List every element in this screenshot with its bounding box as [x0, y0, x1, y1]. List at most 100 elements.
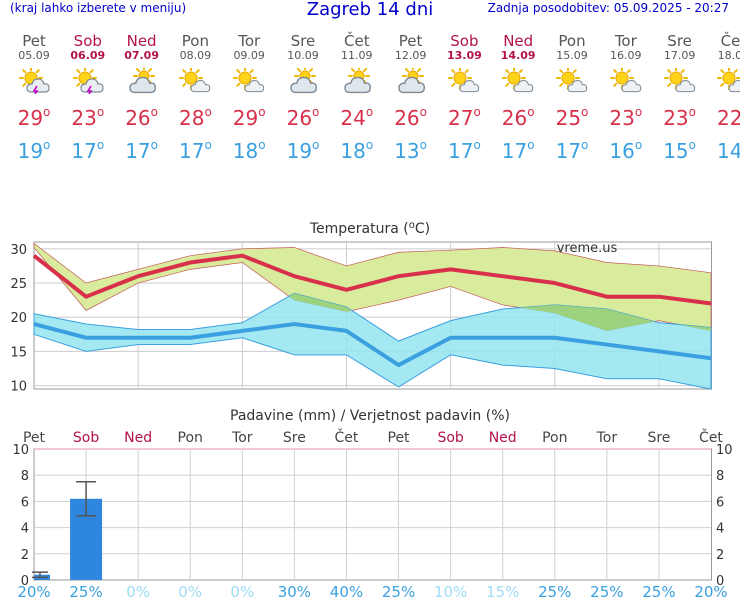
max-temperature: 29o — [17, 105, 51, 130]
precipitation-day-label: Pon — [542, 430, 567, 446]
sun-cloud-icon — [223, 66, 275, 98]
precipitation-day-label: Pon — [178, 430, 203, 446]
precipitation-probability-label: 25% — [538, 583, 571, 600]
max-temperature: 23o — [71, 105, 105, 130]
min-temperature-line — [33, 322, 712, 368]
min-temperature: 17o — [501, 138, 535, 163]
day-name: Pet — [22, 32, 46, 50]
precipitation-probability-label: 30% — [278, 583, 311, 600]
precipitation-probability-label: 25% — [590, 583, 623, 600]
day-name: Tor — [238, 32, 261, 50]
precipitation-y-tick-left: 4 — [21, 522, 29, 537]
max-temperature: 26o — [501, 105, 535, 130]
min-temperature: 17o — [125, 138, 158, 163]
min-temperature: 18o — [340, 138, 374, 163]
precipitation-y-tick-right: 8 — [716, 469, 724, 484]
sun-cloud-icon — [600, 66, 652, 98]
precipitation-y-tick-right: 4 — [716, 522, 724, 537]
min-temperature: 14o — [716, 139, 740, 163]
temperature-y-tick: 20 — [10, 311, 27, 326]
precipitation-probability-label: 20% — [17, 583, 50, 600]
precipitation-y-tick-right: 2 — [716, 548, 724, 563]
day-column: Pon 15.09 25o 17o — [546, 33, 598, 163]
last-update: Zadnja posodobitev: 05.09.2025 - 20:27 — [487, 1, 729, 15]
temperature-range-overlap — [289, 293, 711, 331]
max-temperature-line — [32, 253, 712, 306]
day-date: 11.09 — [341, 49, 373, 62]
day-name: Sob — [450, 32, 479, 50]
cloud-sun-icon — [116, 65, 168, 98]
precipitation-day-label: Sre — [283, 430, 306, 446]
sun-cloud-icon — [169, 66, 221, 98]
day-name: Tor — [614, 32, 637, 50]
max-temperature: 28o — [178, 105, 212, 130]
temperature-y-tick: 10 — [10, 380, 27, 395]
watermark-label: vreme.us — [557, 241, 618, 256]
precipitation-probability-label: 0% — [230, 583, 254, 600]
day-name: Čet — [344, 32, 370, 50]
precipitation-day-label: Sob — [73, 430, 99, 446]
precipitation-y-tick-left: 10 — [12, 443, 29, 458]
day-name: Pon — [181, 32, 209, 50]
precipitation-day-label: Ned — [124, 430, 152, 446]
day-date: 10.09 — [287, 49, 319, 62]
min-temperature: 17o — [71, 138, 105, 163]
temperature-y-tick: 15 — [10, 345, 27, 360]
max-temperature: 23o — [609, 105, 643, 130]
precipitation-probability-label: 0% — [178, 583, 202, 600]
day-date: 06.09 — [70, 49, 106, 62]
max-temperature: 27o — [447, 105, 481, 130]
day-column: Pet 12.09 26o 13o — [385, 33, 437, 163]
min-temperature: 13o — [394, 138, 427, 163]
precipitation-y-tick-left: 0 — [21, 574, 29, 589]
day-column: Ned 14.09 26o 17o — [492, 33, 544, 163]
day-date: 05.09 — [18, 49, 50, 62]
sun-cloud-icon — [438, 66, 490, 98]
day-name: Pet — [398, 32, 423, 50]
precipitation-day-label: Tor — [231, 430, 253, 446]
precipitation-y-tick-right: 10 — [716, 443, 733, 458]
max-temperature: 26o — [394, 105, 427, 130]
max-temperature: 22o — [716, 106, 740, 130]
precipitation-y-tick-right: 0 — [716, 574, 724, 589]
day-date: 18.09 — [717, 49, 740, 62]
day-name: Pon — [558, 32, 586, 50]
day-date: 07.09 — [124, 49, 159, 62]
day-name: Ned — [126, 32, 157, 50]
day-column: Sre 17.09 23o 15o — [654, 33, 706, 163]
precipitation-probability-label: 40% — [330, 583, 363, 600]
precipitation-probability-label: 0% — [126, 583, 150, 600]
temperature-y-tick: 25 — [10, 277, 27, 292]
precipitation-probability-label: 20% — [694, 583, 727, 600]
min-temperature: 18o — [232, 138, 266, 163]
day-column: Tor 16.09 23o 16o — [600, 33, 652, 163]
precipitation-plot-frame — [33, 448, 712, 581]
min-temperature: 15o — [663, 138, 696, 163]
day-name: Čet — [720, 32, 740, 50]
max-temperature: 26o — [286, 105, 320, 130]
precipitation-day-label: Pet — [388, 430, 411, 446]
min-temperature: 16o — [609, 138, 643, 163]
location-menu-hint[interactable]: (kraj lahko izberete v meniju) — [10, 1, 187, 15]
temperature-y-tick: 30 — [10, 243, 27, 258]
cloud-sun-icon — [277, 65, 329, 98]
day-column: Sob 06.09 23o 17o — [62, 33, 114, 163]
precipitation-day-label: Čet — [335, 428, 359, 446]
day-name: Sob — [73, 32, 102, 50]
precipitation-day-label: Tor — [596, 430, 618, 446]
precipitation-day-label: Čet — [699, 428, 723, 446]
sun-cloud-storm-icon — [62, 66, 114, 98]
min-temperature: 19o — [286, 138, 320, 163]
max-temperature: 26o — [125, 105, 158, 130]
temperature-chart-title: Temperatura (oC) — [309, 220, 430, 237]
day-date: 14.09 — [500, 49, 536, 62]
day-date: 16.09 — [610, 49, 642, 62]
min-temperature: 17o — [178, 138, 212, 163]
precipitation-chart-title: Padavine (mm) / Verjetnost padavin (%) — [230, 408, 510, 424]
max-temperature: 25o — [555, 105, 589, 130]
day-column: Čet18.09 22o 14o — [707, 33, 740, 163]
sun-cloud-storm-icon — [8, 66, 60, 98]
sun-cloud-icon — [707, 66, 740, 98]
cloud-sun-icon — [331, 65, 383, 98]
